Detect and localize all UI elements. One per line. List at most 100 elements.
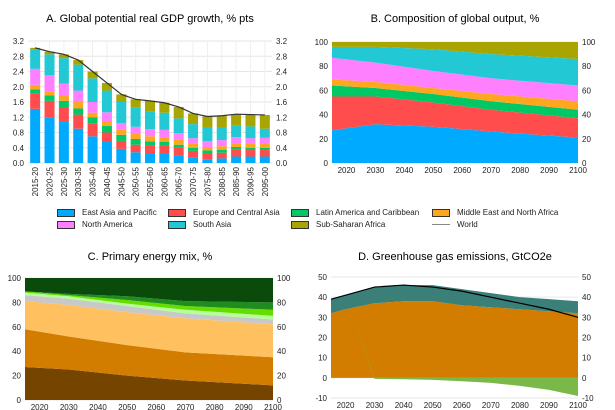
bar-segment	[145, 141, 155, 146]
y-tick-label-left: 0	[17, 396, 22, 405]
legend-label: South Asia	[193, 220, 232, 229]
area-series	[25, 367, 273, 400]
bar-segment	[145, 153, 155, 163]
bar-segment	[245, 143, 256, 148]
bar-segment	[216, 149, 227, 153]
bar-segment	[159, 145, 170, 154]
bar-segment	[58, 106, 69, 122]
y-tick-label-left: 80	[12, 298, 21, 307]
legend-label: Latin America and Caribbean	[316, 208, 420, 217]
x-tick-label: 2080-85	[218, 166, 227, 196]
y-tick-label-left: 100	[315, 38, 329, 47]
y-tick-label-right: 100	[277, 274, 291, 283]
x-tick-label: 2050	[424, 401, 442, 410]
x-tick-label: 2030	[367, 166, 385, 175]
bar-segment	[130, 107, 141, 127]
bar-segment	[245, 147, 256, 151]
y-tick-label-left: 2.4	[13, 68, 25, 77]
bar-segment	[44, 54, 55, 76]
y-tick-label-left: 20	[319, 135, 328, 144]
bar-segment	[30, 47, 41, 50]
bar-segment	[231, 149, 242, 157]
area-series	[332, 46, 578, 86]
bar-segment	[101, 121, 112, 127]
legend-item-world: World	[432, 220, 478, 229]
bar-segment	[30, 108, 41, 163]
legend-item-south-asia: South Asia	[168, 220, 231, 229]
bar-segment	[245, 114, 256, 127]
x-tick-label: 2060-65	[160, 166, 169, 196]
bar-segment	[216, 146, 227, 150]
x-tick-label: 2100	[569, 166, 587, 175]
bar-segment	[30, 93, 41, 109]
y-tick-label-right: 0	[582, 159, 587, 168]
x-tick-label: 2030	[366, 401, 384, 410]
bar-segment	[173, 155, 184, 163]
y-tick-label-right: 40	[582, 293, 591, 302]
chart-c-title: C. Primary energy mix, %	[87, 251, 213, 263]
legend-item-latin-america: Latin America and Caribbean	[291, 208, 419, 217]
bar-segment	[73, 102, 84, 109]
y-tick-label-right: 80	[277, 298, 286, 307]
bar-segment	[202, 141, 213, 147]
area-series	[332, 85, 578, 119]
bar-segment	[130, 138, 141, 145]
bar-segment	[30, 49, 41, 69]
bar-segment	[44, 117, 55, 163]
legend-line	[432, 224, 450, 225]
x-tick-label: 2090-95	[246, 166, 255, 196]
legend-item-europe: Europe and Central Asia	[168, 208, 280, 217]
bar-segment	[188, 113, 199, 125]
legend-swatch	[57, 208, 75, 217]
legend-swatch	[168, 220, 186, 229]
legend-label: Middle East and North Africa	[457, 208, 559, 217]
legend-swatch	[291, 208, 309, 217]
x-tick-label: 2015-20	[31, 166, 40, 196]
bar-segment	[188, 147, 199, 151]
y-tick-label-left: 2.0	[13, 83, 25, 92]
y-tick-label-left: 2.8	[13, 52, 25, 61]
legend-label: Sub-Saharan Africa	[316, 220, 386, 229]
bar-segment	[87, 71, 98, 79]
y-tick-label-left: -10	[315, 394, 327, 403]
x-tick-label: 2085-90	[232, 166, 241, 196]
bar-segment	[44, 51, 55, 55]
x-tick-label: 2060	[453, 166, 471, 175]
bar-segment	[30, 84, 41, 90]
bar-segment	[73, 60, 84, 65]
x-tick-label: 2080	[511, 166, 529, 175]
y-tick-label-right: 20	[277, 372, 286, 381]
bar-segment	[145, 111, 155, 130]
y-tick-label-left: 1.2	[13, 113, 25, 122]
y-tick-label-left: 60	[319, 86, 328, 95]
bar-segment	[216, 152, 227, 159]
area-series	[332, 79, 578, 110]
x-tick-label: 2055-60	[146, 166, 155, 196]
bar-segment	[259, 150, 270, 157]
area-series	[25, 329, 273, 386]
bar-segment	[259, 156, 270, 163]
y-tick-label-left: 20	[12, 372, 21, 381]
y-tick-label-left: 0	[323, 374, 328, 383]
y-tick-label-right: 80	[582, 62, 591, 71]
y-tick-label-left: 50	[318, 273, 327, 282]
y-tick-label-right: 40	[582, 111, 591, 120]
bar-segment	[87, 136, 98, 163]
bar-segment	[259, 147, 270, 151]
x-tick-label: 2020	[337, 401, 355, 410]
bar-segment	[58, 58, 69, 84]
bar-segment	[101, 112, 112, 122]
net-emissions-line	[330, 284, 579, 318]
y-tick-label-right: 30	[582, 313, 591, 322]
bar-segment	[145, 136, 155, 142]
x-tick-label: 2030-35	[74, 166, 83, 196]
bar-segment	[159, 102, 170, 113]
bar-segment	[130, 152, 141, 163]
x-tick-label: 2030	[60, 403, 78, 410]
bar-segment	[87, 112, 98, 118]
area-series	[331, 301, 578, 378]
area-series	[332, 96, 578, 138]
y-tick-label-right: 0	[277, 396, 282, 405]
